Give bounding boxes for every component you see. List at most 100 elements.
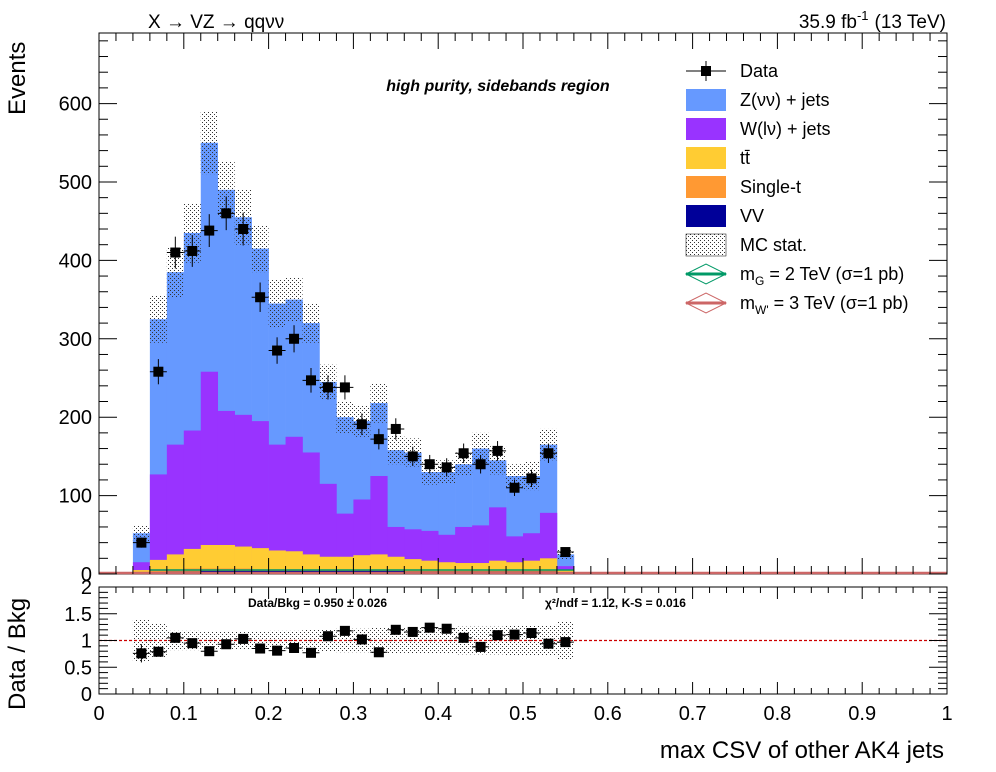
legend-swatch-data [701, 66, 711, 76]
ratio-point [238, 633, 249, 644]
stack-bar-wlnu [183, 430, 202, 574]
mc-stat-band [285, 277, 303, 322]
legend-label-sigG-main: m [740, 264, 755, 284]
ratio-point [441, 623, 452, 634]
x-tick-label: 0.6 [594, 703, 622, 725]
ratio-point [509, 629, 520, 640]
mc-stat-band [302, 303, 320, 343]
stack-bar-ttbar [302, 554, 320, 574]
ratio-y-tick-label: 1 [81, 631, 92, 653]
stack-bar-wlnu [251, 421, 269, 574]
x-tick-label: 0.7 [679, 703, 707, 725]
y-tick-label: 0 [81, 564, 92, 586]
ratio-y-tick-label: 0.5 [64, 657, 92, 679]
stack-bar-ttbar [268, 550, 286, 574]
legend-label-ttbar: tt̄ [740, 148, 750, 168]
process-label: X → VZ → qqνν [148, 12, 284, 33]
x-tick-label: 1 [941, 703, 952, 725]
x-tick-label: 0.9 [848, 703, 876, 725]
mc-stat-band [149, 295, 167, 343]
x-tick-label: 0.4 [424, 703, 452, 725]
x-tick-label: 0.2 [255, 703, 283, 725]
x-tick-label: 0.5 [509, 703, 537, 725]
ratio-point [356, 634, 367, 645]
stack-bar-wlnu [166, 444, 185, 574]
ratio-mc-band [370, 627, 388, 654]
mc-stat-band [251, 225, 269, 273]
mc-stat-band [200, 111, 218, 175]
mc-stat-band [132, 525, 150, 542]
ratio-y-tick-label: 0 [81, 684, 92, 706]
mc-stat-band [455, 452, 473, 476]
stack-bar-ttbar [183, 548, 202, 574]
legend-swatch-ttbar [686, 147, 726, 169]
ratio-point [492, 630, 503, 641]
data-point [475, 459, 486, 470]
legend-label-singlet: Single-t [740, 177, 801, 197]
mc-stat-band [336, 401, 354, 433]
x-tick-label: 0.1 [170, 703, 198, 725]
legend-label-sigW-sub: W' [755, 303, 769, 317]
legend-swatch-wlnu [686, 118, 726, 140]
mc-stat-band [472, 432, 490, 465]
stack-bar-ttbar [506, 562, 524, 574]
ratio-point [475, 641, 486, 652]
data-point [560, 547, 571, 558]
ratio-stats-data-bkg: Data/Bkg = 0.950 ± 0.026 [248, 596, 387, 610]
y-tick-label: 500 [59, 172, 92, 194]
lumi-label: 35.9 fb-1 (13 TeV) [799, 8, 946, 33]
ratio-point [136, 648, 147, 659]
stack-bar-wlnu [234, 414, 252, 574]
y-tick-label: 600 [59, 94, 92, 116]
data-point [526, 473, 537, 484]
ratio-point [322, 631, 333, 642]
data-point [153, 366, 164, 377]
data-point [339, 382, 350, 393]
data-point [424, 459, 435, 470]
ratio-point [289, 642, 300, 653]
mc-stat-band [268, 279, 286, 328]
data-point [441, 462, 452, 473]
data-point [509, 482, 520, 493]
data-point [272, 345, 283, 356]
stack-bar-wlnu [149, 474, 168, 574]
legend-label-data: Data [740, 61, 779, 81]
ratio-mc-band [268, 630, 286, 651]
legend-swatch-znunu [686, 89, 726, 111]
stack-bar-wlnu [319, 483, 337, 574]
mc-stat-band [166, 247, 184, 298]
stack-bar-ttbar [200, 544, 219, 574]
ratio-point [187, 638, 198, 649]
legend-label-znunu: Z(νν) + jets [740, 90, 830, 110]
data-point [322, 382, 333, 393]
legend-label-sigG: mG = 2 TeV (σ=1 pb) [740, 264, 904, 288]
legend-label-sigW: mW' = 3 TeV (σ=1 pb) [740, 293, 909, 317]
ratio-point [373, 647, 384, 658]
legend-label-vv: VV [740, 206, 764, 226]
y-tick-label: 400 [59, 250, 92, 272]
data-point [238, 224, 249, 235]
data-point [356, 419, 367, 430]
stack-bar-ttbar [285, 551, 303, 574]
stack-bar-ttbar [472, 563, 490, 574]
y-tick-label: 200 [59, 407, 92, 429]
stack-bar-wlnu [472, 525, 490, 574]
data-point [221, 208, 232, 219]
legend-swatch-singlet [686, 176, 726, 198]
data-point [204, 225, 215, 236]
data-point [136, 537, 147, 548]
ratio-point [560, 637, 571, 648]
stack-bar-wlnu [132, 562, 151, 574]
legend-label-sigW-rest: = 3 TeV (σ=1 pb) [769, 293, 909, 313]
ratio-point [170, 632, 181, 643]
legend-label-mcstat: MC stat. [740, 235, 807, 255]
ratio-y-tick-label: 1.5 [64, 604, 92, 626]
main-axes: 0 100 200 300 400 500 600 [59, 33, 948, 586]
stack-bar-wlnu [455, 526, 473, 574]
ratio-point [390, 624, 401, 635]
ratio-axes: 0 0.5 1 1.5 2 0 0.1 0.2 0.3 0.4 0.5 0.6 0.7 0.8 0.9 1 [64, 577, 952, 725]
stack-bar-ttbar [166, 554, 185, 574]
legend: Data Z(νν) + jets W(lν) + jets tt̄ Single-t V… [684, 61, 909, 317]
ratio-point [526, 628, 537, 639]
data-point [306, 375, 316, 386]
